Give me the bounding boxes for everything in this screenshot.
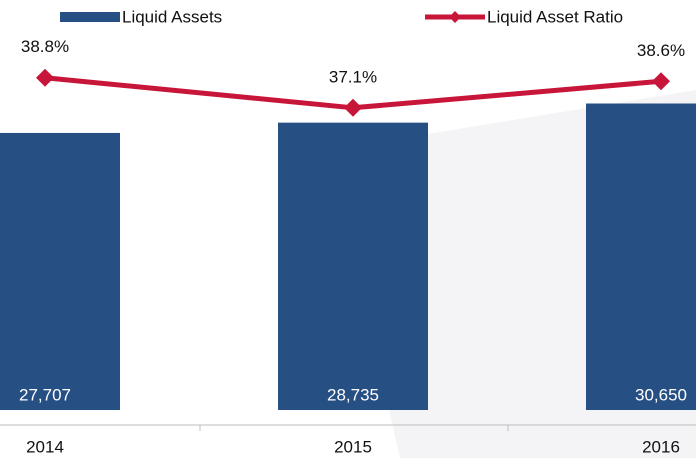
- ratio-marker: [652, 72, 670, 90]
- ratio-marker: [36, 69, 54, 87]
- bar-value-label: 30,650: [635, 385, 687, 404]
- legend-label: Liquid Asset Ratio: [487, 7, 623, 26]
- ratio-value-label: 38.8%: [21, 37, 69, 56]
- bar-value-label: 27,707: [19, 385, 71, 404]
- chart: Liquid Assets Liquid Asset Ratio 27,707 201…: [0, 0, 696, 458]
- x-tick-label: 2015: [334, 437, 372, 456]
- bar: [0, 133, 120, 410]
- ratio-value-label: 38.6%: [637, 41, 685, 60]
- bar: [278, 123, 428, 410]
- x-tick-label: 2016: [642, 437, 680, 456]
- bar-value-label: 28,735: [327, 385, 379, 404]
- ratio-marker: [344, 99, 362, 117]
- x-tick-label: 2014: [26, 437, 64, 456]
- bar: [586, 104, 696, 411]
- legend-swatch: [60, 12, 120, 22]
- ratio-value-label: 37.1%: [329, 67, 377, 86]
- legend-label: Liquid Assets: [122, 7, 222, 26]
- legend-marker: [449, 11, 461, 23]
